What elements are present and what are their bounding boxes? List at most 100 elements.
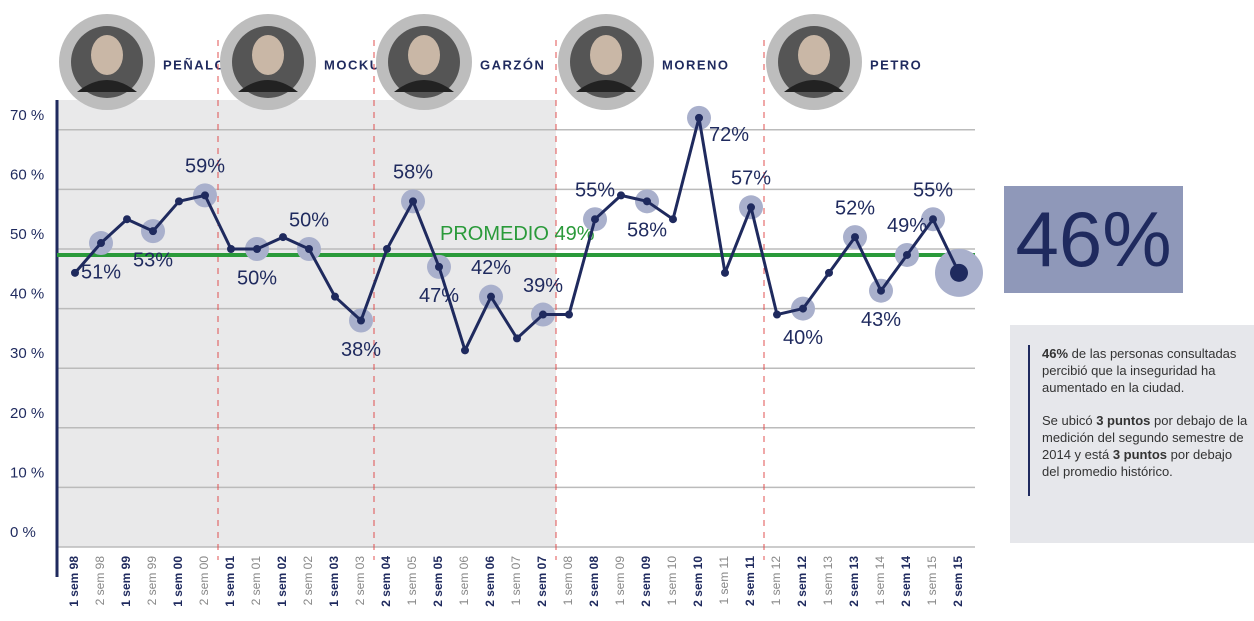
data-label: 52% [835,197,875,219]
x-tick-label: 1 sem 07 [509,556,523,606]
point [643,197,651,206]
note-run: 3 puntos [1096,413,1151,428]
note-run: por debajo del promedio histórico. [1042,447,1233,479]
data-label: 53% [133,249,173,271]
data-label: 55% [913,179,953,201]
x-tick-label: 2 sem 10 [691,556,705,607]
x-tick-label: 2 sem 08 [587,556,601,607]
point [513,334,521,343]
point [799,304,807,313]
x-tick-label: 2 sem 98 [93,556,107,606]
x-tick-label: 2 sem 05 [431,556,445,607]
point [695,113,703,122]
x-tick-label: 1 sem 98 [67,556,81,607]
point [253,245,261,253]
photo-suit [77,80,137,92]
x-tick-label: 1 sem 12 [769,556,783,606]
data-label: 50% [289,209,329,231]
point [305,245,313,253]
note-run: Se ubicó [1042,413,1097,428]
point [97,239,105,248]
x-tick-label: 1 sem 02 [275,556,289,607]
data-label: 49% [887,215,927,237]
data-label: 40% [783,327,823,349]
data-label: 55% [575,179,615,201]
y-tick-label: 40 % [10,286,44,303]
point [950,263,968,282]
note-panel: 46% de las personas consultadas percibió… [1010,325,1254,543]
x-tick-label: 2 sem 07 [535,556,549,607]
x-tick-label: 2 sem 00 [197,556,211,606]
x-tick-label: 1 sem 15 [925,556,939,606]
x-tick-label: 2 sem 03 [353,556,367,606]
point [409,197,417,206]
photo-face [798,35,830,75]
photo-face [91,35,123,75]
x-tick-label: 2 sem 04 [379,556,393,607]
x-tick-label: 2 sem 11 [743,556,757,606]
y-tick-label: 10 % [10,464,44,481]
point [331,292,339,301]
period-name: MOCKUS [324,57,391,72]
data-label: 58% [393,162,433,184]
point [877,286,885,295]
x-tick-label: 1 sem 01 [223,556,237,607]
point [201,191,209,200]
y-tick-label: 20 % [10,405,44,422]
y-tick-label: 50 % [10,226,44,243]
x-tick-label: 1 sem 13 [821,556,835,606]
point [825,268,833,277]
point [279,233,287,242]
x-tick-label: 1 sem 08 [561,556,575,606]
y-tick-label: 30 % [10,345,44,362]
x-tick-label: 2 sem 99 [145,556,159,606]
point [435,262,443,271]
photo-suit [784,80,844,92]
photo-face [590,35,622,75]
point [565,310,573,319]
x-tick-label: 1 sem 10 [665,556,679,606]
note-run: 46% [1042,346,1069,361]
data-label: 43% [861,309,901,331]
y-tick-label: 70 % [10,107,44,124]
data-label: 57% [731,168,771,190]
x-tick-label: 2 sem 02 [301,556,315,606]
note-paragraph: 46% de las personas consultadas percibió… [1042,345,1250,396]
data-label: 50% [237,267,277,289]
data-label: 72% [709,124,749,146]
x-tick-label: 1 sem 99 [119,556,133,607]
point [383,245,391,253]
point [227,245,235,253]
point [721,268,729,277]
point [773,310,781,319]
x-tick-label: 2 sem 12 [795,556,809,607]
y-tick-label: 60 % [10,166,44,183]
point [175,197,183,206]
x-tick-label: 1 sem 00 [171,556,185,607]
y-tick-label: 0 % [10,524,36,541]
data-label: 39% [523,275,563,297]
photo-suit [238,80,298,92]
point [669,215,677,224]
x-tick-label: 2 sem 13 [847,556,861,607]
x-tick-label: 1 sem 11 [717,556,731,605]
data-label: 51% [81,261,121,283]
note-text: 46% de las personas consultadas percibió… [1028,345,1250,496]
photo-suit [394,80,454,92]
average-label: PROMEDIO 49% [440,223,595,245]
point [123,215,131,224]
x-tick-label: 1 sem 06 [457,556,471,606]
data-label: 42% [471,257,511,279]
data-label: 59% [185,156,225,178]
x-tick-label: 2 sem 01 [249,556,263,606]
photo-face [408,35,440,75]
shaded-area [57,100,556,547]
point [851,233,859,242]
point [929,215,937,224]
x-tick-label: 2 sem 06 [483,556,497,607]
highlight-box: 46% [1004,186,1183,293]
point [539,310,547,319]
photo-face [252,35,284,75]
chart: 0 %10 %20 %30 %40 %50 %60 %70 %PEÑALOSA M… [10,14,983,607]
